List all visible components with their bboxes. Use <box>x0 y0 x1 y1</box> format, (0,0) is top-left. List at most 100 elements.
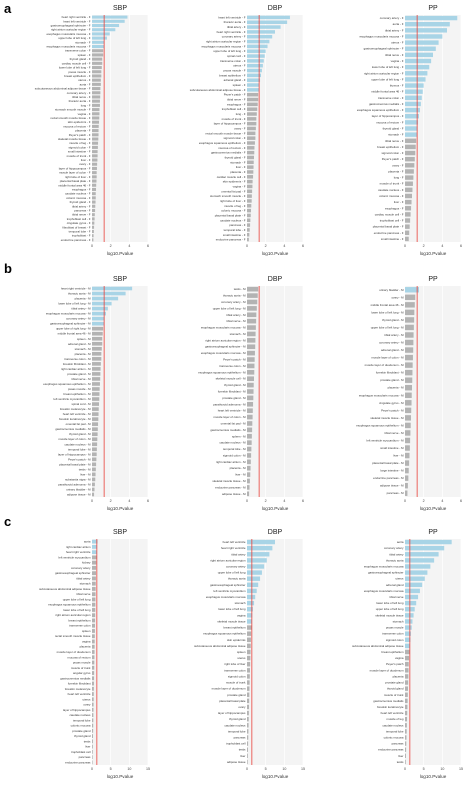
y-tick-label: skeletal muscle tissue - M <box>212 479 246 483</box>
y-tick-label: heart right ventricle - M <box>61 287 91 291</box>
chart-title: SBP <box>113 276 127 283</box>
y-tick-label: coronary artery <box>226 564 246 568</box>
y-tick-label: placental basal plate <box>219 699 246 703</box>
y-tick-label: coronary artery - F <box>67 91 91 95</box>
y-tick-label: coronary artery - M <box>379 341 404 345</box>
bar <box>405 34 443 39</box>
y-tick-label: skeletal muscle tissue <box>375 613 404 617</box>
bar <box>92 417 99 421</box>
y-tick-label: gastroesophageal sphincter - M <box>205 345 246 349</box>
bar <box>405 206 412 211</box>
y-tick-label: thoracic aorta <box>228 577 246 581</box>
bar <box>247 68 262 73</box>
bar <box>247 637 251 642</box>
y-tick-label: thoracic aorta <box>386 558 404 562</box>
bar <box>92 608 96 612</box>
y-tick-label: right cardiac atrium - M <box>61 367 91 371</box>
y-tick-label: tibial nerve - M <box>385 431 405 435</box>
y-tick-label: skeletal muscle tissue <box>217 619 246 623</box>
bar <box>92 755 93 760</box>
y-tick-label: heart right ventricle - F <box>217 30 246 34</box>
bar <box>92 331 103 336</box>
y-tick-label: coronary artery - F <box>380 16 404 20</box>
y-tick-label: placenta <box>393 674 404 678</box>
panel-letter-a: a <box>4 1 12 16</box>
bar <box>405 552 439 557</box>
bar <box>405 71 428 76</box>
bar <box>405 156 415 162</box>
y-tick-label: middle frontal area 46 - M <box>58 332 92 336</box>
bar <box>92 78 101 82</box>
bar <box>247 131 256 136</box>
y-tick-label: heart left ventricle - M <box>63 412 91 416</box>
bar <box>92 129 99 133</box>
bar <box>405 407 412 414</box>
bar <box>92 462 97 467</box>
bar <box>247 160 254 165</box>
bar <box>92 15 128 19</box>
x-tick-label: 2 <box>110 244 112 248</box>
y-tick-label: stomach - M <box>230 332 246 336</box>
bar <box>92 718 94 723</box>
y-tick-label: right atrium auricular region <box>55 613 91 617</box>
bar <box>92 192 96 196</box>
y-tick-label: transverse colon - F <box>378 96 404 100</box>
y-tick-label: tibial artery <box>389 552 404 556</box>
bar <box>92 141 99 145</box>
bar <box>405 175 414 180</box>
y-tick-label: tibial artery - F <box>227 25 246 29</box>
bar <box>247 237 249 242</box>
y-tick-label: pancreas - F <box>74 208 90 212</box>
y-tick-label: right lobe of liver <box>224 662 245 666</box>
bar <box>405 600 417 606</box>
y-tick-label: colonic mucosa - F <box>221 209 245 213</box>
y-tick-label: lung - F <box>394 176 404 180</box>
bar <box>247 199 252 203</box>
bar <box>247 121 257 126</box>
x-tick-label: 4 <box>441 499 443 503</box>
bar <box>405 95 422 101</box>
y-tick-label: trophoblast cell <box>71 750 91 754</box>
bar <box>247 233 250 237</box>
y-tick-label: gastroesophageal sphincter <box>368 571 404 575</box>
y-tick-label: tibial artery <box>231 552 246 556</box>
y-tick-label: liver <box>85 745 90 749</box>
y-tick-label: layer of hippocampus <box>63 708 91 712</box>
bar <box>405 218 411 223</box>
bar <box>247 344 256 350</box>
y-tick-label: transverse colon - M <box>64 357 91 361</box>
y-tick-label: upper lobe of left lung <box>218 571 246 575</box>
bar <box>405 545 445 551</box>
bar <box>247 631 252 636</box>
bar <box>92 321 105 326</box>
bar <box>247 78 261 82</box>
y-tick-label: prostate gland <box>385 681 404 685</box>
bar <box>92 560 97 565</box>
plot-background <box>92 15 148 242</box>
y-tick-label: coronary artery - M <box>66 317 91 321</box>
y-tick-label: ovary - F <box>79 162 91 166</box>
y-tick-label: placental basal plate - F <box>60 179 91 183</box>
y-tick-label: breast epithelium - F <box>219 73 246 77</box>
bar <box>247 44 268 49</box>
y-tick-label: skin epidermis <box>227 638 246 642</box>
bar <box>247 759 248 765</box>
bar <box>92 311 106 316</box>
x-tick-label: 10 <box>282 767 286 771</box>
y-tick-label: thoracic aorta - M <box>68 292 91 296</box>
y-tick-label: stomach - F <box>388 133 403 137</box>
x-axis-label: log10.Pvalue <box>262 251 289 256</box>
bar <box>405 698 408 704</box>
bar <box>247 552 270 557</box>
x-tick-label: 15 <box>301 767 305 771</box>
y-tick-label: endocrine pancreas - F <box>216 238 246 242</box>
chart-title: SBP <box>113 529 127 536</box>
bar <box>92 707 94 712</box>
y-tick-label: muscle layer of colon - M <box>371 356 404 360</box>
y-tick-label: placental basal plate - F <box>373 225 404 229</box>
y-tick-label: layer of hippocampus - F <box>372 114 404 118</box>
bar <box>405 77 426 82</box>
bar <box>92 162 98 166</box>
